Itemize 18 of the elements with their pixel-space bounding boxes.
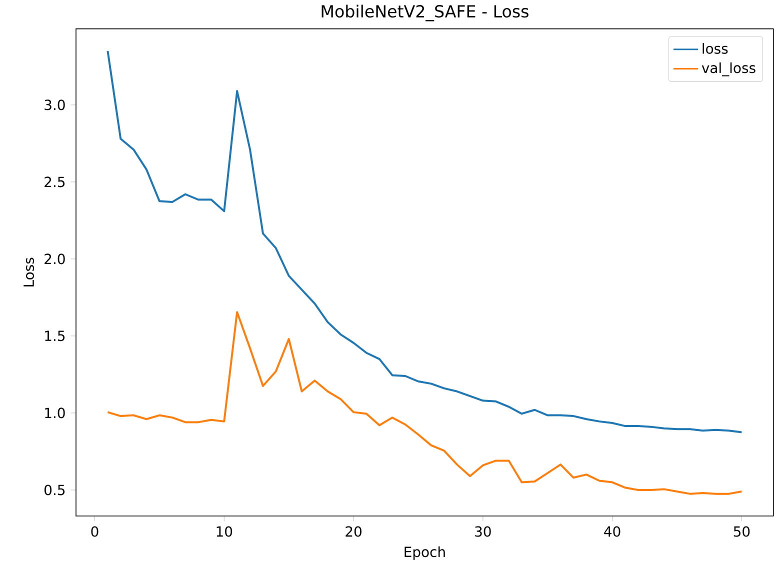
x-tick-label: 0: [91, 526, 98, 537]
y-axis-title: Loss: [24, 258, 34, 286]
y-tick-label: 2.5: [44, 176, 65, 188]
chart-title: MobileNetV2_SAFE - Loss: [322, 4, 528, 22]
x-tick-label: 30: [475, 526, 491, 537]
y-tick-label: 3.0: [44, 100, 65, 110]
x-tick-label: 20: [346, 526, 362, 537]
x-tick-label: 50: [734, 526, 750, 537]
x-tick-label: 40: [604, 526, 620, 537]
legend-label: val_loss: [702, 62, 756, 76]
y-tick-label: 1.0: [45, 408, 65, 418]
legend-label: loss: [702, 43, 728, 54]
y-tick-label: 1.5: [45, 330, 65, 342]
x-tick-label: 10: [216, 526, 232, 537]
x-axis-title: Epoch: [404, 546, 445, 560]
line-series: [106, 311, 743, 495]
y-tick-label: 0.5: [44, 484, 65, 496]
y-tick-label: 2.0: [44, 254, 65, 264]
